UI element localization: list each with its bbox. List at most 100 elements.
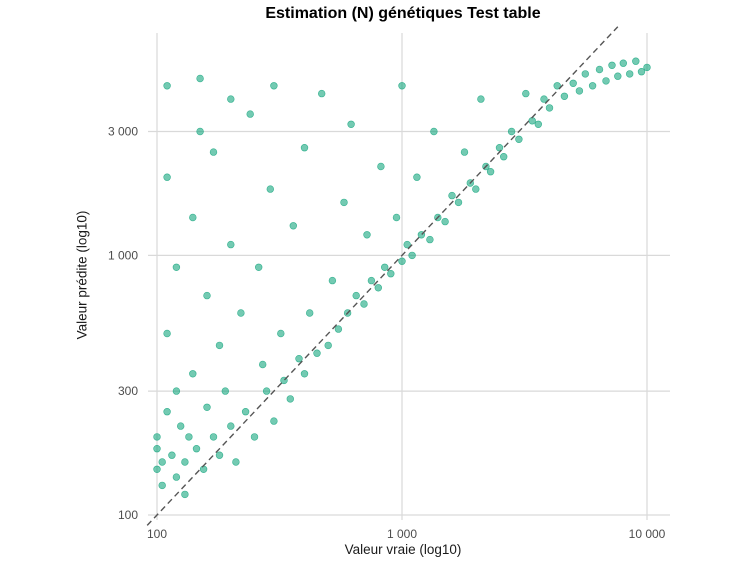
data-point — [163, 408, 171, 416]
data-point — [306, 309, 314, 317]
data-point — [392, 213, 401, 222]
data-point — [545, 104, 554, 112]
data-point — [153, 445, 161, 453]
data-point — [334, 325, 343, 333]
data-point — [534, 120, 542, 129]
data-point — [614, 72, 622, 80]
reference-line-layer — [146, 26, 619, 526]
data-point — [377, 162, 385, 171]
x-tick-label-0: 100 — [147, 527, 167, 541]
data-point — [387, 270, 395, 278]
data-point — [324, 341, 332, 350]
data-point — [221, 387, 230, 395]
data-point — [367, 276, 376, 285]
data-point — [363, 231, 371, 239]
data-point — [277, 329, 285, 338]
data-point — [595, 65, 604, 74]
data-point — [553, 82, 561, 90]
data-point — [515, 135, 523, 144]
data-point — [196, 74, 204, 83]
data-point — [177, 422, 185, 430]
data-point — [430, 127, 438, 136]
data-point — [189, 213, 197, 222]
data-point — [163, 82, 171, 90]
data-point — [448, 191, 456, 200]
tick-labels: 100 1 000 10 000 100 300 1 000 3 000 — [108, 125, 666, 541]
data-point — [300, 370, 309, 378]
data-point — [241, 408, 250, 416]
data-point — [215, 451, 224, 459]
data-point — [163, 329, 171, 338]
data-point — [460, 148, 469, 156]
data-point — [560, 92, 569, 101]
data-point — [360, 300, 368, 308]
data-point — [262, 387, 271, 395]
data-point — [588, 82, 597, 90]
data-point — [158, 458, 166, 466]
data-point — [227, 422, 235, 430]
data-point — [259, 360, 267, 369]
chart-title: Estimation (N) génétiques Test table — [265, 5, 541, 22]
data-point — [189, 370, 197, 378]
data-point — [581, 70, 589, 78]
data-point — [158, 481, 166, 490]
data-point — [215, 341, 224, 350]
data-point — [408, 251, 416, 260]
data-point — [289, 222, 297, 230]
data-point — [625, 70, 634, 78]
data-points — [153, 57, 651, 499]
data-point — [192, 445, 201, 453]
data-point — [507, 127, 516, 136]
data-point — [486, 168, 495, 176]
y-tick-label-2: 1 000 — [108, 248, 138, 262]
data-point — [172, 473, 181, 481]
data-point — [172, 263, 181, 271]
data-point — [185, 433, 193, 441]
data-point — [500, 153, 508, 161]
data-point — [227, 240, 235, 249]
data-point — [472, 185, 480, 193]
data-point — [313, 349, 321, 357]
y-tick-label-0: 100 — [118, 508, 138, 522]
data-point — [209, 148, 218, 156]
data-point — [398, 82, 406, 90]
data-point — [441, 217, 449, 226]
data-point — [209, 433, 218, 441]
data-point — [495, 144, 504, 152]
data-point — [522, 89, 530, 98]
data-point — [454, 198, 463, 207]
data-point — [153, 465, 161, 473]
data-point — [575, 87, 584, 95]
data-point — [608, 61, 616, 70]
data-point — [318, 89, 326, 98]
data-point — [199, 465, 208, 473]
data-point — [286, 395, 294, 403]
data-point — [300, 144, 309, 152]
data-point — [569, 79, 577, 88]
x-axis-label: Valeur vraie (log10) — [344, 542, 462, 557]
data-point — [163, 173, 171, 181]
y-tick-label-1: 300 — [118, 384, 138, 398]
data-point — [632, 57, 640, 65]
data-point — [203, 403, 211, 411]
data-point — [227, 95, 235, 103]
data-point — [602, 77, 610, 85]
y-tick-label-3: 3 000 — [108, 125, 138, 139]
data-point — [270, 82, 278, 90]
data-point — [270, 417, 278, 425]
data-point — [181, 458, 189, 466]
data-point — [196, 127, 204, 136]
data-point — [203, 291, 211, 300]
data-point — [250, 433, 259, 441]
data-point — [237, 309, 245, 317]
data-point — [181, 490, 189, 499]
data-point — [168, 451, 176, 459]
x-tick-label-1: 1 000 — [387, 527, 417, 541]
data-point — [643, 63, 651, 72]
data-point — [232, 458, 240, 466]
identity-reference-line — [146, 26, 619, 526]
data-point — [381, 263, 389, 271]
data-point — [540, 95, 548, 103]
data-point — [413, 173, 421, 181]
